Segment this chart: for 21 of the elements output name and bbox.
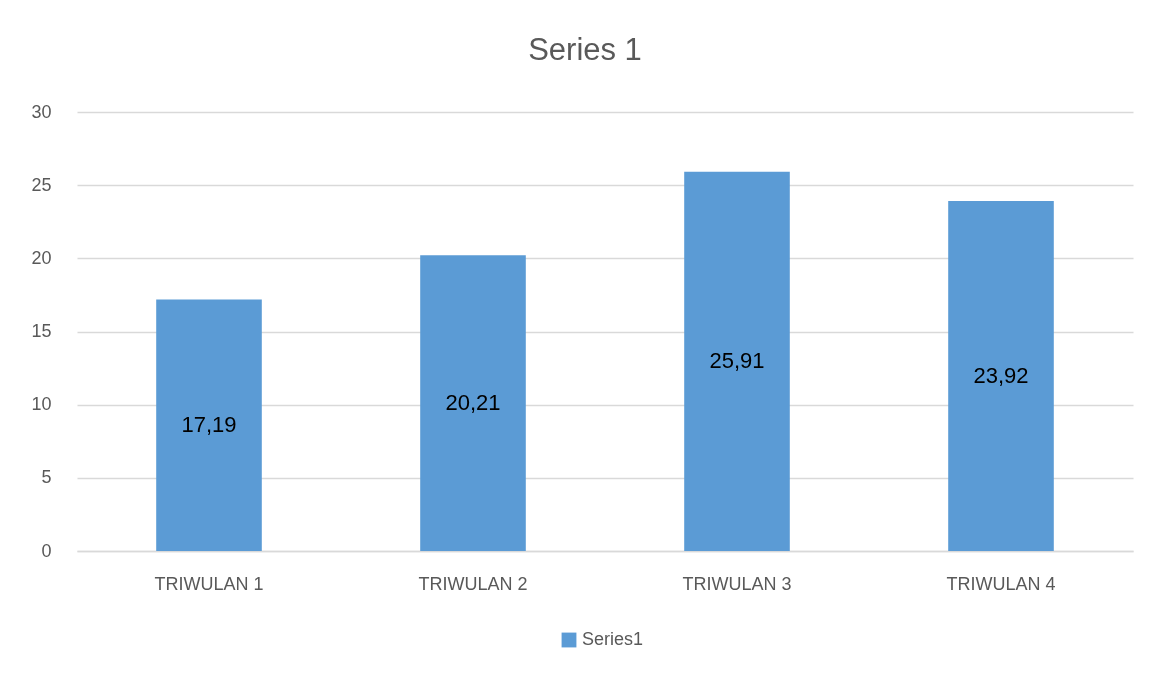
bar	[684, 171, 790, 551]
chart-title: Series 1	[528, 32, 642, 67]
bar	[156, 299, 262, 551]
y-tick-label: 20	[31, 247, 52, 268]
bar	[420, 255, 526, 551]
legend-label: Series1	[582, 629, 644, 649]
bar	[948, 200, 1054, 551]
y-tick-label: 30	[31, 101, 52, 122]
y-tick-label: 15	[31, 321, 52, 341]
data-label: 25,91	[709, 348, 765, 374]
data-label: 20,21	[445, 390, 501, 416]
x-tick-label: TRIWULAN 3	[682, 573, 792, 594]
y-tick-label: 5	[41, 467, 52, 488]
y-tick-label: 10	[31, 394, 52, 415]
data-label: 17,19	[181, 412, 237, 438]
x-tick-label: TRIWULAN 4	[946, 573, 1056, 594]
x-tick-label: TRIWULAN 2	[418, 573, 528, 594]
x-tick-label: TRIWULAN 1	[154, 573, 264, 594]
y-tick-label: 0	[41, 540, 52, 561]
y-tick-label: 25	[31, 174, 52, 195]
data-label: 23,92	[973, 362, 1029, 388]
